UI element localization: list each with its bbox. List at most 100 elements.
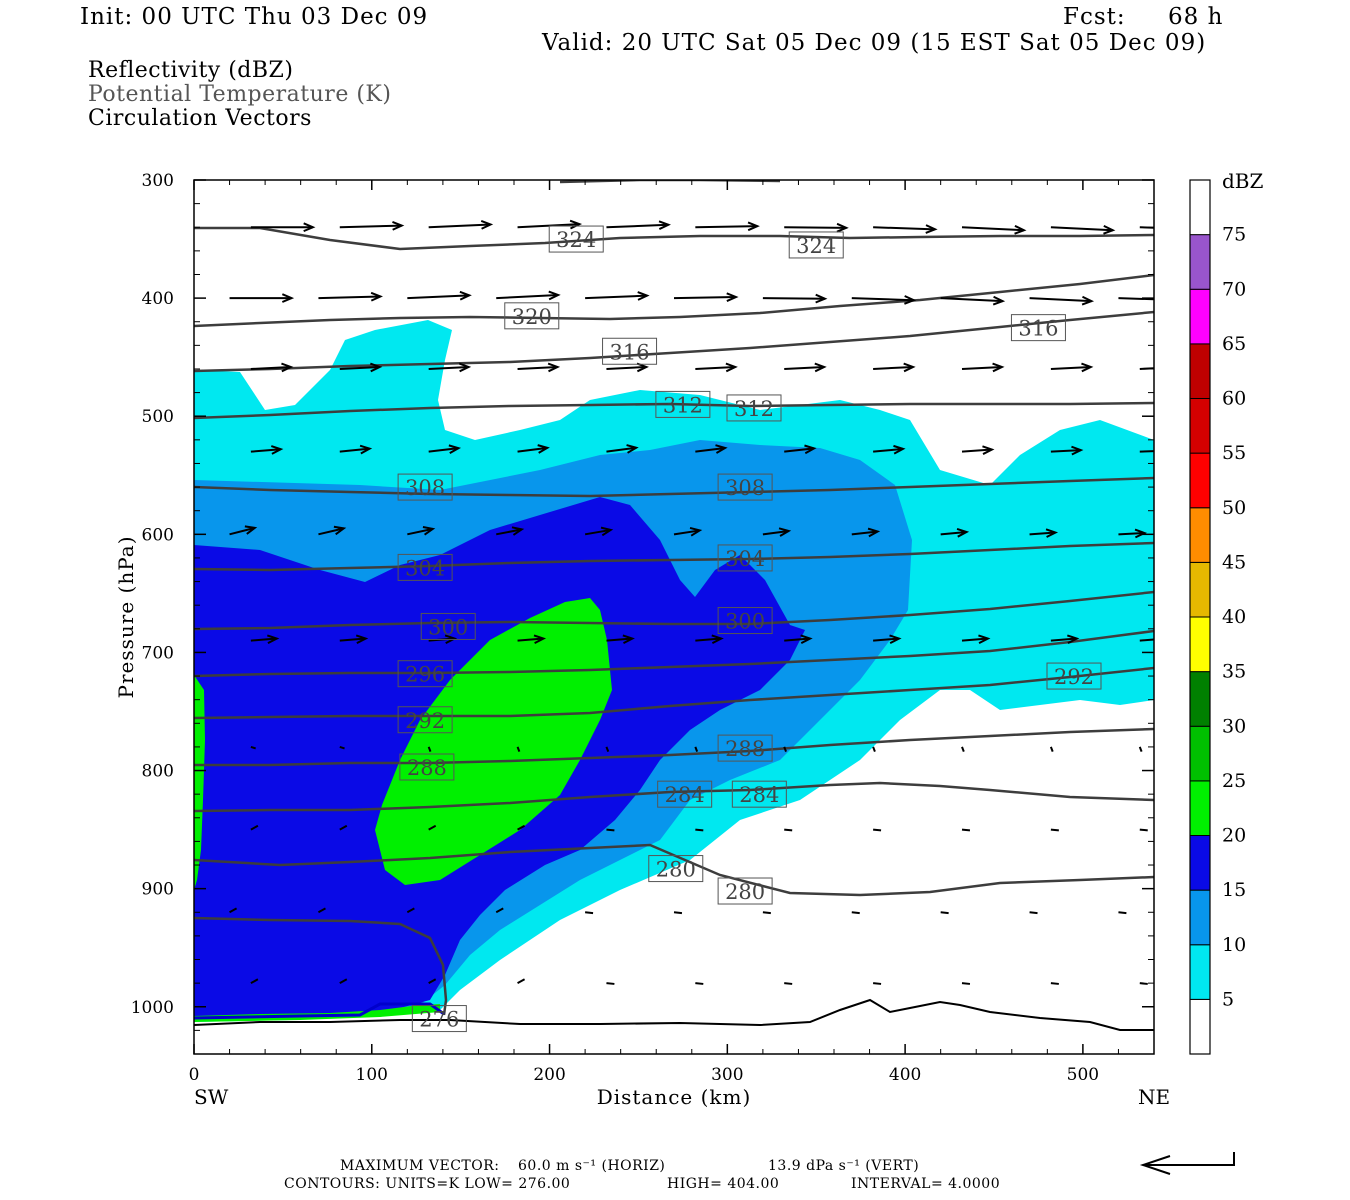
circulation-vector [1050, 226, 1113, 232]
circulation-vector [694, 746, 699, 752]
circulation-vector-head [1160, 447, 1169, 455]
contour-label-box [717, 877, 773, 905]
circulation-vector [339, 447, 370, 453]
contour-label-288: 288 [725, 737, 765, 761]
colorbar-label: 20 [1222, 825, 1246, 847]
circulation-vector-head [903, 362, 916, 373]
circulation-vector [783, 746, 787, 752]
circulation-vector [517, 446, 548, 453]
colorbar-bin-55 [1189, 398, 1211, 454]
x-tick-label: 0 [189, 1065, 200, 1085]
circulation-vector [428, 365, 469, 370]
y-tick-label: 800 [142, 762, 174, 782]
circulation-vector [961, 982, 971, 985]
contour-label-300: 300 [725, 610, 765, 634]
legend-reflectivity: Reflectivity (dBZ) [88, 58, 294, 83]
contour-label-box [504, 302, 560, 330]
theta-contour-280 [194, 843, 1154, 897]
contour-label-box [397, 473, 453, 501]
circulation-vector [673, 296, 737, 300]
circulation-vector [1050, 449, 1081, 453]
circulation-vector-head [747, 221, 760, 232]
circulation-vector-head [893, 444, 906, 455]
circulation-vector [229, 907, 238, 914]
circulation-vector-head [459, 290, 472, 301]
circulation-vector [695, 365, 736, 370]
circulation-vector-head [281, 362, 294, 373]
circulation-vector [407, 527, 433, 536]
colorbar-label: 45 [1222, 551, 1246, 573]
circulation-vector [496, 294, 559, 300]
circulation-vector [673, 911, 683, 915]
circulation-vector [695, 225, 758, 229]
contour-label-312: 312 [663, 393, 703, 417]
circulation-vector [407, 294, 470, 300]
circulation-vector [1050, 365, 1091, 370]
circulation-vector [585, 294, 648, 300]
circulation-vector [605, 746, 610, 752]
contours-interval: INTERVAL= 4.0000 [851, 1176, 1001, 1192]
reflectivity-20dbz-edge [194, 675, 205, 890]
circulation-vector-head [1171, 296, 1180, 304]
contour-label-316: 316 [1018, 317, 1058, 341]
circulation-vector [961, 448, 992, 453]
colorbar-label: 75 [1222, 224, 1246, 246]
circulation-vector [762, 529, 789, 536]
circulation-vector [318, 527, 344, 536]
circulation-vector [784, 226, 847, 229]
colorbar-bin-25 [1189, 725, 1211, 782]
circulation-vector [606, 446, 637, 453]
circulation-vector [339, 978, 348, 985]
axes: 0 100 200 300 400 500 300 400 500 600 700 800 900 100… [131, 171, 1154, 1085]
contour-label-box [548, 225, 604, 253]
colorbar: 5 10 15 20 25 30 35 40 45 50 55 60 65 70 75 [1189, 179, 1246, 1055]
circulation-vector [1050, 828, 1059, 832]
circulation-vector-head [511, 526, 525, 536]
circulation-vector [851, 911, 860, 915]
colorbar-bin-40 [1189, 561, 1211, 618]
circulation-vector [695, 446, 726, 453]
circulation-vector-head [725, 362, 738, 373]
circulation-vector-head [889, 634, 902, 645]
circulation-vector-head [689, 526, 703, 537]
x-tick-label: 500 [1067, 1065, 1099, 1085]
theta-contour-284 [194, 781, 1154, 813]
circulation-vector [250, 978, 259, 985]
colorbar-bin-65 [1189, 288, 1211, 345]
circulation-vector-head [569, 219, 583, 230]
contour-label-box [411, 1005, 467, 1033]
colorbar-bin-45 [1189, 507, 1211, 563]
colorbar-bin-60 [1189, 343, 1211, 399]
circulation-vector [428, 223, 491, 229]
max-vector-horiz: 60.0 m s⁻¹ (HORIZ) [518, 1158, 666, 1174]
circulation-vector [250, 365, 291, 370]
circulation-vector-head [537, 444, 550, 454]
contour-label-box [717, 473, 773, 501]
circulation-vector [1139, 367, 1154, 370]
contour-label-304: 304 [725, 547, 765, 571]
circulation-vector-head [836, 222, 849, 233]
legend-potential-temperature: Potential Temperature (K) [88, 82, 392, 107]
y-tick-label: 1000 [131, 998, 174, 1018]
circulation-vectors [229, 219, 1180, 985]
contours-high: HIGH= 404.00 [667, 1176, 780, 1192]
colorbar-label: 55 [1222, 442, 1246, 464]
circulation-vector [784, 447, 815, 453]
contour-label-316: 316 [610, 340, 650, 364]
circulation-vector-head [548, 290, 561, 301]
theta-contour-308 [194, 476, 1154, 498]
colorbar-bin-35 [1189, 616, 1211, 673]
theta-contour-288 [194, 727, 1154, 767]
circulation-vector-head [422, 526, 436, 536]
circulation-vector-head [266, 634, 280, 645]
contour-label-box [397, 553, 453, 581]
circulation-vector-head [444, 634, 458, 645]
colorbar-bin-50 [1189, 452, 1211, 509]
contour-label-280: 280 [725, 880, 765, 904]
y-tick-label: 500 [142, 407, 174, 427]
forecast-hour: 68 h [1168, 4, 1224, 30]
init-time: Init: 00 UTC Thu 03 Dec 09 [80, 4, 429, 30]
circulation-vector [496, 528, 522, 536]
contour-label-300: 300 [428, 615, 468, 639]
